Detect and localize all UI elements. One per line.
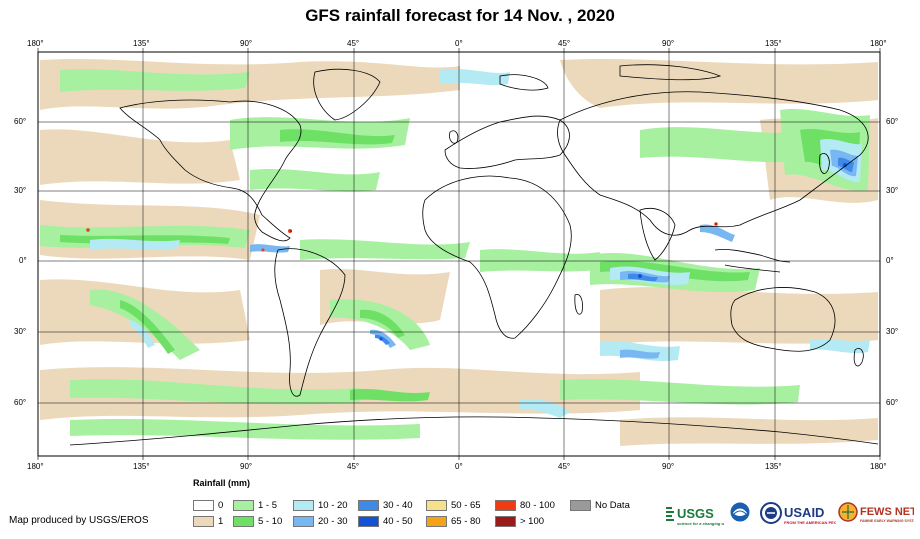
legend-swatch <box>426 516 447 527</box>
legend-swatch <box>358 516 379 527</box>
lat-label-left: 60° <box>14 117 27 126</box>
lat-label-left: 30° <box>14 186 27 195</box>
legend-title: Rainfall (mm) <box>193 478 251 488</box>
legend-swatch <box>233 500 254 511</box>
legend-label: 65 - 80 <box>451 516 481 527</box>
usgs-logo-text: USGS <box>677 506 714 521</box>
legend-swatch <box>570 500 591 511</box>
map-title: GFS rainfall forecast for 14 Nov. , 2020 <box>305 6 615 25</box>
legend-swatch <box>193 516 214 527</box>
legend-label: 0 <box>218 500 224 511</box>
legend-swatch <box>293 500 314 511</box>
lat-label-right: 60° <box>886 398 899 407</box>
legend-label: 50 - 65 <box>451 500 481 511</box>
graticule <box>38 52 880 456</box>
legend-swatch <box>233 516 254 527</box>
legend-swatch <box>293 516 314 527</box>
lon-label-bottom: 135° <box>133 462 150 471</box>
lon-label-top: 180° <box>27 39 44 48</box>
lat-label-left: 60° <box>14 398 27 407</box>
usaid-logo: USAID FROM THE AMERICAN PEOPLE <box>784 502 845 526</box>
fews-net-logo-text: FEWS NET <box>860 506 914 518</box>
legend-label: No Data <box>595 500 630 511</box>
lat-label-right: 60° <box>886 117 899 126</box>
legend-label: 80 - 100 <box>520 500 555 511</box>
lon-label-bottom: 135° <box>765 462 782 471</box>
lon-label-top: 45° <box>558 39 571 48</box>
lon-label-bottom: 45° <box>558 462 571 471</box>
svg-text:FROM THE AMERICAN PEOPLE: FROM THE AMERICAN PEOPLE <box>784 520 836 525</box>
lat-label-right: 0° <box>886 256 894 265</box>
lon-label-top: 0° <box>455 39 463 48</box>
legend-label: 10 - 20 <box>318 500 348 511</box>
lon-label-top: 135° <box>133 39 150 48</box>
lon-label-bottom: 90° <box>240 462 253 471</box>
lat-label-right: 30° <box>886 186 899 195</box>
legend-label: 40 - 50 <box>383 516 413 527</box>
lon-label-bottom: 180° <box>870 462 887 471</box>
legend-label: 1 - 5 <box>258 500 278 511</box>
legend-swatch <box>426 500 447 511</box>
lat-label-left: 30° <box>14 327 27 336</box>
lon-label-top: 45° <box>347 39 360 48</box>
fews-net-logo: FEWS NET FAMINE EARLY WARNING SYSTEMS NE… <box>838 500 920 526</box>
legend-label: 30 - 40 <box>383 500 413 511</box>
land-outlines <box>69 64 879 446</box>
legend-label: 1 <box>218 516 224 527</box>
lon-label-bottom: 0° <box>455 462 463 471</box>
legend-label: 5 - 10 <box>258 516 283 527</box>
lon-label-bottom: 180° <box>27 462 44 471</box>
legend-swatch <box>495 516 516 527</box>
usaid-logo-text: USAID <box>784 505 824 520</box>
svg-text:science for a changing world: science for a changing world <box>677 521 724 526</box>
lat-label-left: 0° <box>19 256 27 265</box>
usaid-seal-icon <box>760 502 782 524</box>
legend-swatch <box>193 500 214 511</box>
rainfall-field <box>40 58 878 446</box>
usgs-logo: USGS science for a changing world <box>664 502 733 526</box>
legend-label: 20 - 30 <box>318 516 348 527</box>
noaa-logo <box>729 501 751 523</box>
lon-label-top: 90° <box>662 39 675 48</box>
producer-credit: Map produced by USGS/EROS <box>9 515 149 526</box>
lon-label-top: 135° <box>765 39 782 48</box>
svg-text:FAMINE EARLY WARNING SYSTEMS N: FAMINE EARLY WARNING SYSTEMS NETWORK <box>860 519 914 523</box>
lon-label-bottom: 45° <box>347 462 360 471</box>
legend-swatch <box>358 500 379 511</box>
lon-label-bottom: 90° <box>662 462 675 471</box>
lat-label-right: 30° <box>886 327 899 336</box>
lon-label-top: 180° <box>870 39 887 48</box>
legend-swatch <box>495 500 516 511</box>
lon-label-top: 90° <box>240 39 253 48</box>
legend-label: > 100 <box>520 516 545 527</box>
